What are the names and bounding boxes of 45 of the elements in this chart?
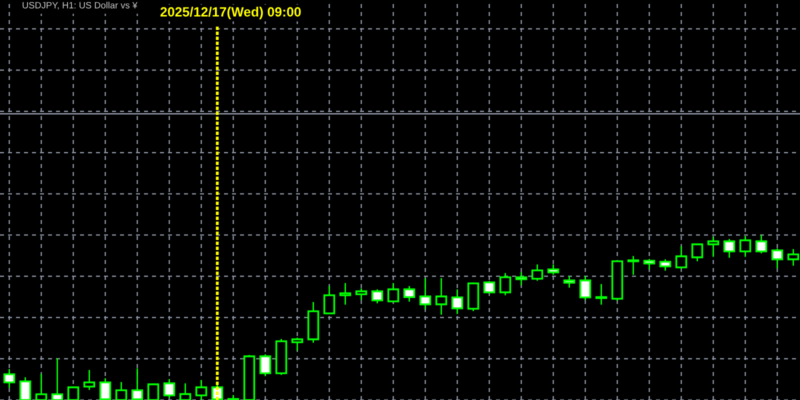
candlestick <box>787 248 800 266</box>
candlestick <box>771 248 784 270</box>
candlestick <box>419 277 432 310</box>
candlestick <box>595 283 608 306</box>
candlestick <box>579 275 592 301</box>
candlestick <box>755 234 768 254</box>
candlestick <box>355 288 368 301</box>
candlestick <box>371 288 384 304</box>
candlestick <box>339 282 352 306</box>
candlestick <box>51 358 64 400</box>
text: 2025/12/17(Wed) 09:00 <box>160 6 301 20</box>
candlestick <box>403 285 416 302</box>
candlestick <box>531 264 544 282</box>
candlestick <box>115 381 128 400</box>
candlestick <box>563 275 576 288</box>
candlestick <box>19 376 32 400</box>
candlestick <box>675 245 688 270</box>
candlestick <box>707 236 720 258</box>
candlestick <box>67 386 80 400</box>
candlestick <box>451 288 464 315</box>
candlestick <box>387 282 400 302</box>
candlestick <box>483 280 496 294</box>
candlestick <box>323 285 336 314</box>
candlestick <box>627 255 640 276</box>
candlestick <box>147 383 160 400</box>
candlestick <box>3 368 16 389</box>
candlestick <box>179 382 192 400</box>
candlestick <box>499 272 512 296</box>
candlestick <box>643 258 656 270</box>
candlestick <box>547 264 560 276</box>
candlestick <box>259 354 272 377</box>
candlestick <box>99 378 112 400</box>
candlestick <box>291 336 304 352</box>
candlestick <box>163 378 176 399</box>
candlestick <box>435 277 448 316</box>
candlestick <box>195 379 208 400</box>
candlestick <box>131 368 144 400</box>
candlestick <box>723 238 736 259</box>
candlestick <box>83 369 96 391</box>
candlestick <box>691 243 704 262</box>
candlestick <box>739 235 752 258</box>
candlestick <box>515 271 528 286</box>
candlestick <box>35 373 48 400</box>
chart-title: USDJPY, H1: US Dollar vs ¥ <box>22 2 138 10</box>
candlestick <box>659 258 672 272</box>
